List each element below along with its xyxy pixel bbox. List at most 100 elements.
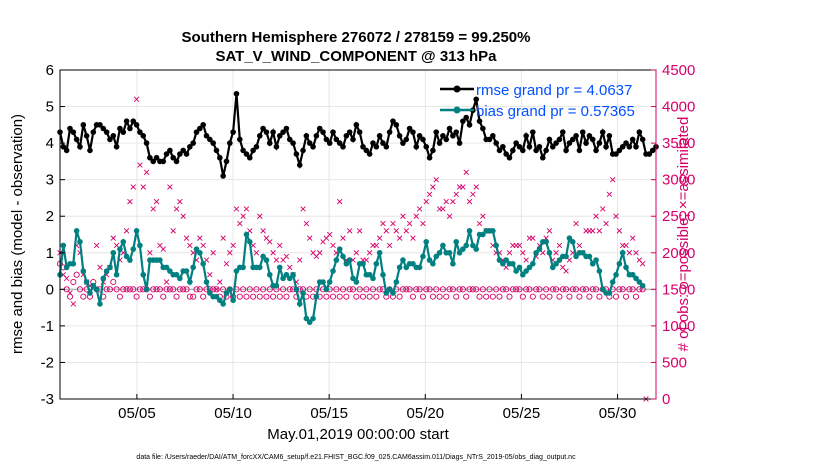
obs-possible-point [399,286,406,293]
obs-possible-point [246,286,253,293]
rmse-point [579,129,586,135]
bias-point [110,249,117,256]
obs-possible-point [250,293,257,300]
obs-possible-point [346,286,353,293]
bias-point [460,246,466,252]
obs-possible-point [70,278,77,286]
obs-assimilated-point [260,228,266,234]
bias-point [163,264,170,271]
rmse-point [330,129,336,135]
bias-point [320,279,326,285]
obs-assimilated-point [300,206,306,212]
obs-possible-point [176,286,183,293]
rmse-point [147,154,153,161]
rmse-point [117,125,123,132]
bias-point [130,246,137,252]
rmse-point [556,136,563,143]
obs-possible-point [533,286,540,293]
rmse-point [280,129,286,135]
y2-tick-label: 500 [662,354,687,371]
rmse-point [383,143,390,150]
bias-point [480,231,486,238]
legend-rmse-label: rmse grand pr = 4.0637 [476,82,632,99]
y-tick-label: 0 [46,281,54,298]
bias-point [296,301,303,307]
obs-possible-point [256,293,263,300]
rmse-point [103,129,110,135]
obs-possible-point [569,286,576,293]
bias-point [426,257,433,263]
obs-assimilated-point [413,213,419,219]
bias-point [566,235,573,241]
bias-point [619,249,626,256]
obs-assimilated-point [180,213,186,219]
legend-bias-label: bias grand pr = 0.57365 [476,103,635,120]
bias-point [536,246,543,252]
bias-point [200,260,206,267]
rmse-point [290,140,296,146]
obs-assimilated-point [460,184,466,190]
rmse-point [563,147,569,154]
obs-possible-point [612,293,620,300]
obs-possible-point [436,293,443,300]
bias-point [373,260,380,267]
obs-possible-point [486,286,493,293]
bias-point [240,264,246,271]
obs-assimilated-point [420,220,426,227]
bias-point [396,264,403,271]
bias-point [60,242,67,249]
obs-assimilated-point [230,242,236,249]
bias-point [293,286,300,293]
rmse-point [197,125,203,132]
gridlines [60,70,656,399]
rmse-point [183,151,190,157]
bias-point [256,264,263,271]
rmse-point [603,143,609,150]
rmse-point [230,129,236,135]
obs-assimilated-point [353,250,360,256]
rmse-point [113,143,120,150]
obs-possible-point [130,286,137,293]
rmse-point [506,154,513,161]
obs-assimilated-point [616,228,623,234]
obs-possible-point [376,286,383,293]
bias-point [83,279,90,285]
obs-possible-point [106,286,113,293]
rmse-point [450,133,456,139]
y-axis-right: 0 500 1000 1500 2000 2500 3000 3500 4000 4500 [651,62,695,408]
obs-assimilated-point [430,184,436,190]
rmse-point [233,90,240,97]
rmse-point [313,133,320,139]
obs-assimilated-point [297,257,303,263]
obs-possible-point [586,293,593,300]
bias-point [493,242,499,249]
rmse-point [346,129,353,135]
bias-point [346,257,353,263]
obs-possible-point [253,286,260,293]
obs-assimilated-point [356,228,363,234]
bias-point [80,268,87,274]
bias-point [636,279,643,285]
bias-point [516,264,523,271]
obs-possible-point [519,293,526,300]
y-tick-label: -2 [41,354,54,371]
obs-assimilated-point [546,228,553,234]
rmse-point [436,140,443,146]
obs-assimilated-point [466,198,473,205]
obs-assimilated-point [307,235,313,241]
rmse-point [559,129,566,135]
rmse-point [70,129,77,135]
rmse-point [150,158,157,165]
obs-assimilated-point [376,235,383,241]
obs-possible-point [193,286,200,293]
bias-point [410,260,416,267]
bias-point [183,268,190,274]
rmse-point [430,147,436,154]
obs-possible-point [516,286,523,293]
obs-possible-point [286,286,293,293]
rmse-point [250,147,256,154]
rmse-point [256,133,263,139]
rmse-point [100,125,107,132]
rmse-point [137,129,143,135]
obs-assimilated-point [270,250,276,256]
